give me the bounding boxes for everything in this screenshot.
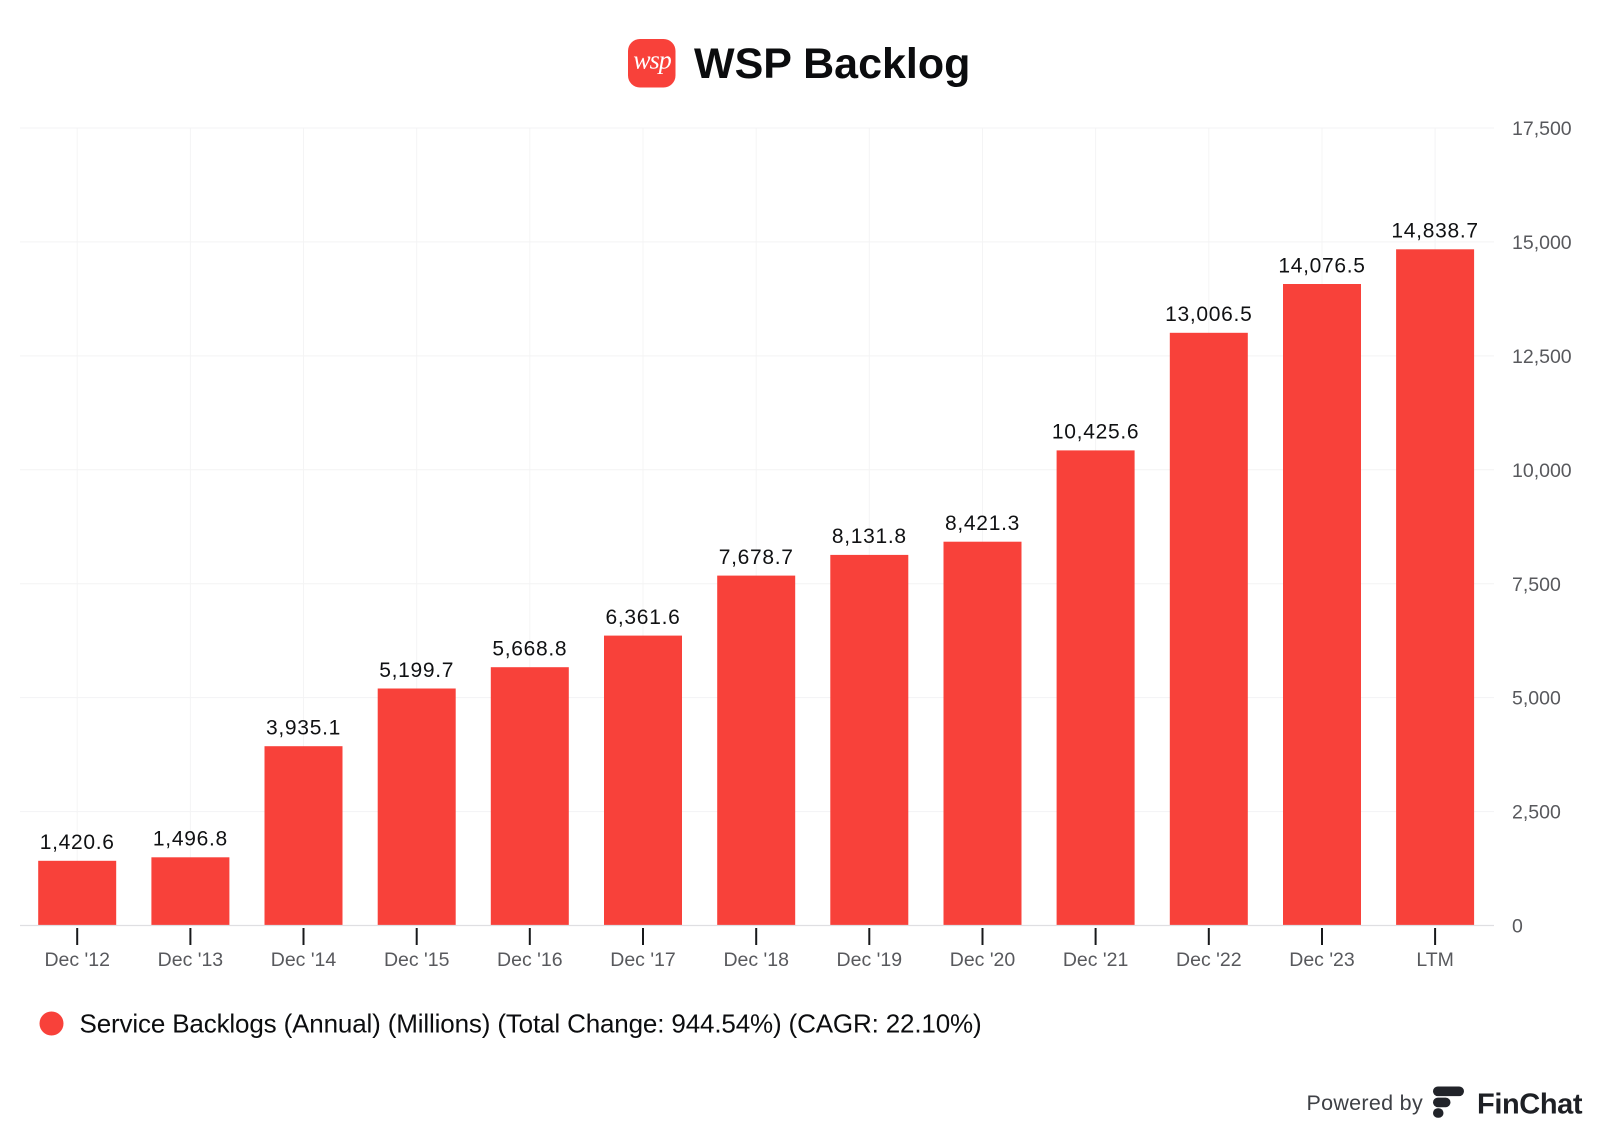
svg-text:13,006.5: 13,006.5 [1165, 303, 1252, 326]
svg-text:8,421.3: 8,421.3 [945, 512, 1020, 535]
svg-text:5,199.7: 5,199.7 [379, 659, 454, 682]
svg-text:Dec '21: Dec '21 [1063, 949, 1129, 971]
svg-text:Powered by: Powered by [1306, 1091, 1423, 1115]
svg-text:Dec '14: Dec '14 [271, 949, 337, 971]
svg-text:2,500: 2,500 [1512, 802, 1561, 824]
svg-text:Dec '22: Dec '22 [1176, 949, 1242, 971]
svg-text:12,500: 12,500 [1512, 346, 1572, 368]
svg-text:5,000: 5,000 [1512, 688, 1561, 710]
svg-text:17,500: 17,500 [1512, 118, 1572, 140]
svg-text:Dec '16: Dec '16 [497, 949, 563, 971]
svg-text:Dec '23: Dec '23 [1289, 949, 1355, 971]
svg-text:7,500: 7,500 [1512, 574, 1561, 596]
svg-text:3,935.1: 3,935.1 [266, 717, 341, 740]
svg-text:wsp: wsp [633, 46, 671, 75]
svg-text:7,678.7: 7,678.7 [719, 546, 794, 569]
svg-text:14,838.7: 14,838.7 [1391, 220, 1478, 243]
svg-text:10,425.6: 10,425.6 [1052, 421, 1139, 444]
svg-text:0: 0 [1512, 916, 1523, 938]
svg-text:Dec '20: Dec '20 [950, 949, 1016, 971]
svg-text:Dec '13: Dec '13 [158, 949, 224, 971]
svg-text:FinChat: FinChat [1477, 1088, 1583, 1120]
svg-text:1,420.6: 1,420.6 [40, 831, 115, 854]
svg-text:WSP Backlog: WSP Backlog [694, 40, 970, 88]
svg-text:Dec '19: Dec '19 [837, 949, 903, 971]
svg-text:Dec '15: Dec '15 [384, 949, 450, 971]
svg-text:LTM: LTM [1416, 949, 1454, 971]
svg-text:Dec '17: Dec '17 [610, 949, 676, 971]
svg-text:1,496.8: 1,496.8 [153, 828, 228, 851]
svg-text:5,668.8: 5,668.8 [492, 638, 567, 661]
svg-text:6,361.6: 6,361.6 [606, 606, 681, 629]
svg-text:15,000: 15,000 [1512, 232, 1572, 254]
svg-text:Dec '12: Dec '12 [44, 949, 110, 971]
svg-text:10,000: 10,000 [1512, 460, 1572, 482]
svg-text:Dec '18: Dec '18 [723, 949, 789, 971]
svg-text:Service Backlogs (Annual) (Mil: Service Backlogs (Annual) (Millions) (To… [80, 1009, 982, 1039]
svg-text:8,131.8: 8,131.8 [832, 525, 907, 548]
svg-text:14,076.5: 14,076.5 [1278, 254, 1365, 277]
